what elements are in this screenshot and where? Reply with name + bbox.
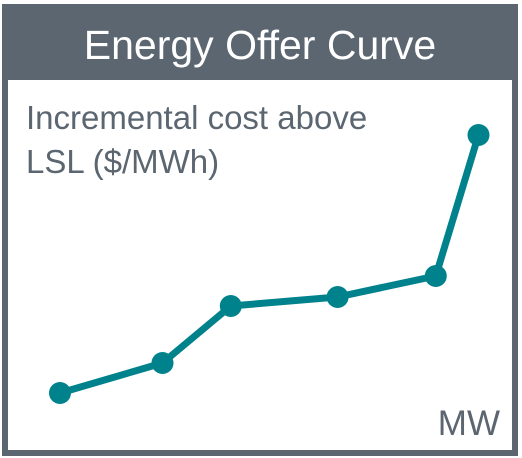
chart-title: Energy Offer Curve <box>83 21 437 68</box>
y-axis-label: Incremental cost above LSL ($/MWh) <box>26 96 367 184</box>
y-axis-label-line-1: Incremental cost above <box>26 99 368 136</box>
y-axis-label-line-2: LSL ($/MWh) <box>26 143 220 180</box>
title-bar: Energy Offer Curve <box>8 10 512 80</box>
chart-frame: Energy Offer Curve <box>2 4 518 456</box>
x-axis-label: MW <box>437 404 500 443</box>
